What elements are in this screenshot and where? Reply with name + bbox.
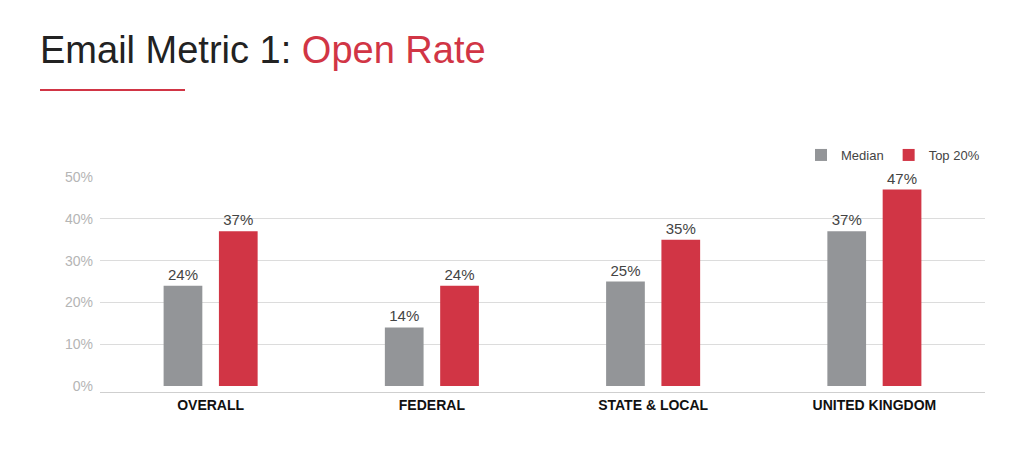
svg-text:Top 20%: Top 20% [929,148,980,163]
svg-text:14%: 14% [389,307,419,324]
svg-text:50%: 50% [65,169,93,185]
svg-text:37%: 37% [832,211,862,228]
svg-text:Email Metric 1: Open Rate: Email Metric 1: Open Rate [40,29,486,71]
svg-text:20%: 20% [65,294,93,310]
svg-text:0%: 0% [73,378,93,394]
svg-text:STATE & LOCAL: STATE & LOCAL [598,397,708,413]
svg-text:FEDERAL: FEDERAL [399,397,466,413]
svg-text:35%: 35% [666,220,696,237]
svg-text:24%: 24% [445,266,475,283]
svg-text:10%: 10% [65,336,93,352]
svg-text:Median: Median [841,148,884,163]
svg-text:OVERALL: OVERALL [177,397,244,413]
svg-text:40%: 40% [65,211,93,227]
svg-text:25%: 25% [610,262,640,279]
svg-text:30%: 30% [65,253,93,269]
svg-text:UNITED KINGDOM: UNITED KINGDOM [813,397,937,413]
svg-text:37%: 37% [223,211,253,228]
svg-text:24%: 24% [168,266,198,283]
svg-text:47%: 47% [887,170,917,187]
